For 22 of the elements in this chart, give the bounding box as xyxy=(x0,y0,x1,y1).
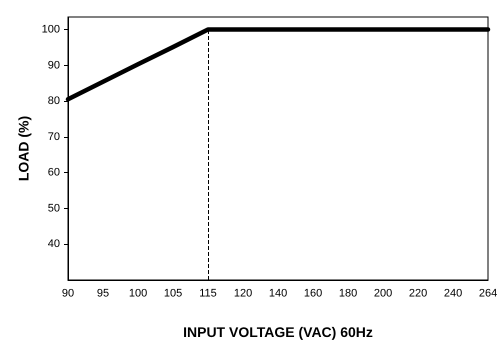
y-tick-label: 70 xyxy=(48,130,60,143)
x-tick-label: 105 xyxy=(164,288,182,300)
x-tick-label: 90 xyxy=(62,288,74,300)
x-tick-label: 115 xyxy=(199,288,217,300)
x-tick-label: 240 xyxy=(444,288,462,300)
y-tick-label: 50 xyxy=(48,202,60,214)
x-tick-label: 160 xyxy=(304,288,322,300)
x-tick-label: 140 xyxy=(268,288,288,300)
y-tick-label: 60 xyxy=(48,166,60,179)
y-tick-label: 100 xyxy=(42,24,60,36)
y-tick-label: 90 xyxy=(48,59,60,72)
x-axis-title: INPUT VOLTAGE (VAC) 60Hz xyxy=(183,324,373,340)
x-tick-label: 220 xyxy=(408,288,428,300)
x-tick-label: 100 xyxy=(128,288,148,300)
x-tick-label: 180 xyxy=(338,288,358,300)
x-tick-label: 200 xyxy=(374,288,392,300)
y-tick-label: 80 xyxy=(48,95,60,108)
y-axis-title: LOAD (%) xyxy=(16,116,32,182)
x-tick-label: 264 xyxy=(478,288,498,300)
x-tick-label: 120 xyxy=(234,288,252,300)
x-tick-label: 95 xyxy=(96,288,110,300)
y-tick-label: 40 xyxy=(48,238,60,250)
